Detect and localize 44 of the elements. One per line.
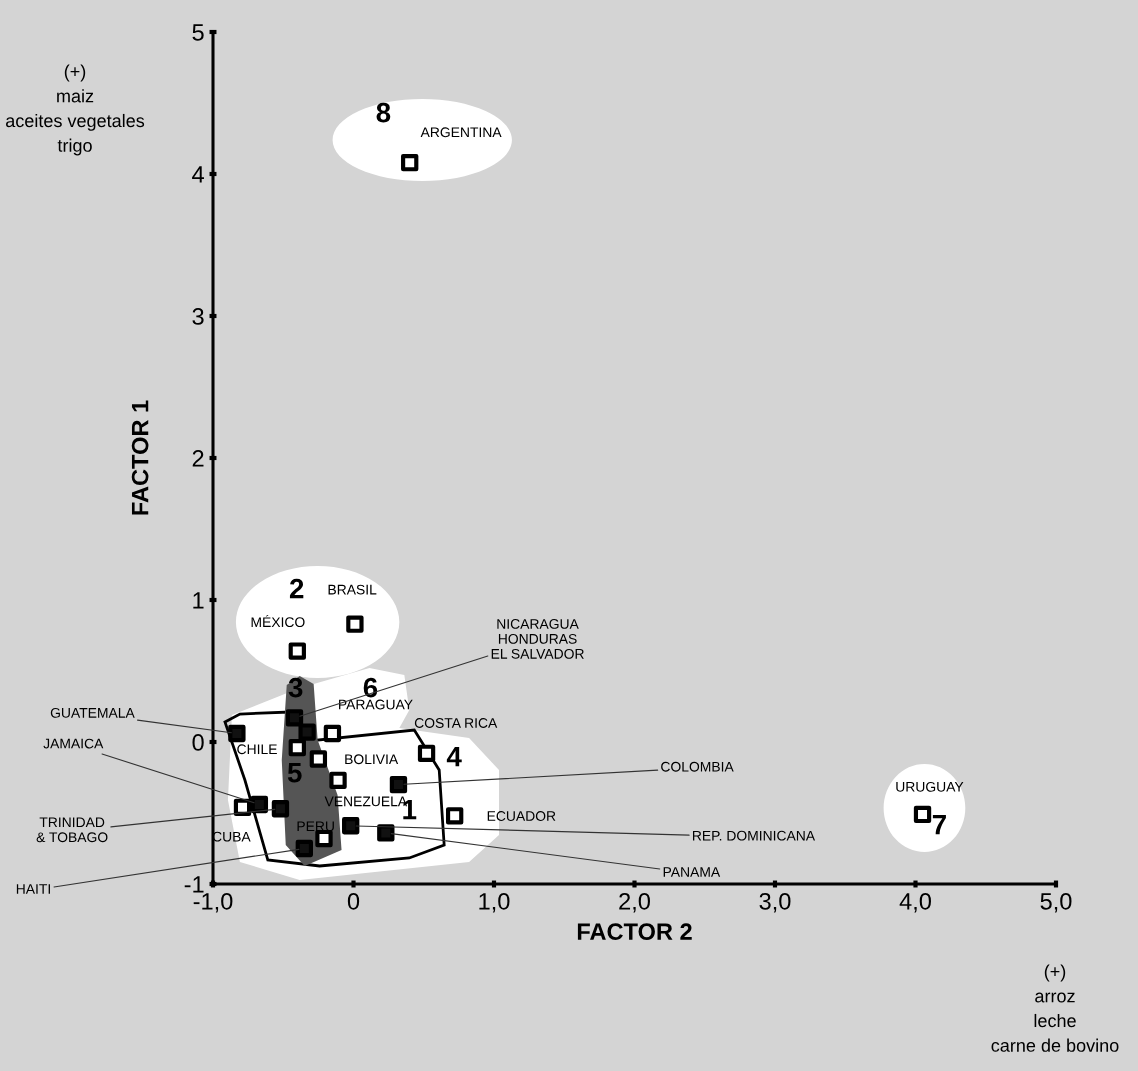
y-tick-label: 1: [193, 592, 204, 609]
y-tick-label: -1: [184, 876, 204, 893]
x-tick-label: 4,0: [899, 892, 931, 913]
x-tick-label: 2,0: [619, 892, 650, 913]
annotation: MÉXICO: [251, 614, 305, 628]
annotation: GUATEMALA: [50, 707, 135, 718]
x-axis-title: FACTOR 2: [577, 923, 692, 941]
annotation: 5: [287, 763, 302, 783]
annotation: COLOMBIA: [661, 761, 734, 772]
annotation: 6: [363, 677, 378, 698]
annotation: NICARAGUA HONDURAS EL SALVADOR: [491, 619, 584, 659]
y-axis-title: FACTOR 1: [131, 400, 149, 515]
annotation: 3: [288, 677, 303, 698]
text: (+) maiz aceites vegetales trigo: [6, 64, 145, 156]
y-tick-label: 0: [192, 734, 204, 751]
annotation: CUBA: [212, 831, 251, 842]
annotation: 7: [932, 815, 946, 835]
annotation: 8: [376, 102, 391, 123]
annotation: REP. DOMINICANA: [692, 830, 816, 841]
x-tick-label: 0: [347, 892, 360, 910]
annotation: URUGUAY: [896, 781, 964, 792]
annotation: JAMAICA: [43, 738, 104, 749]
annotation: TRINIDAD & TOBAGO: [36, 817, 108, 843]
annotation: PERU: [297, 821, 334, 832]
annotation: 4: [446, 747, 462, 767]
annotation: BOLIVIA: [345, 754, 399, 765]
x-tick-label: 3,0: [759, 892, 791, 913]
y-tick-label: 4: [192, 166, 204, 183]
annotation: CHILE: [237, 744, 277, 755]
annotation: HAITI: [16, 884, 50, 894]
annotation: ECUADOR: [487, 811, 556, 821]
x-tick-label: 5,0: [1040, 892, 1072, 913]
y-tick-label: 2: [192, 450, 204, 467]
annotation: COSTA RICA: [414, 718, 498, 728]
y-tick-label: 5: [192, 24, 204, 41]
text: (+) arroz leche carne de bovino: [991, 964, 1119, 1052]
annotation: PARAGUAY: [339, 699, 413, 710]
x-tick-label: -1,0: [193, 892, 233, 913]
x-tick-label: 1,0: [479, 892, 510, 913]
annotation: PANAMA: [663, 867, 721, 877]
annotation: BRASIL: [328, 584, 377, 595]
annotation: ARGENTINA: [420, 127, 502, 138]
y-tick-label: 3: [192, 308, 204, 325]
annotation: 2: [289, 578, 304, 599]
